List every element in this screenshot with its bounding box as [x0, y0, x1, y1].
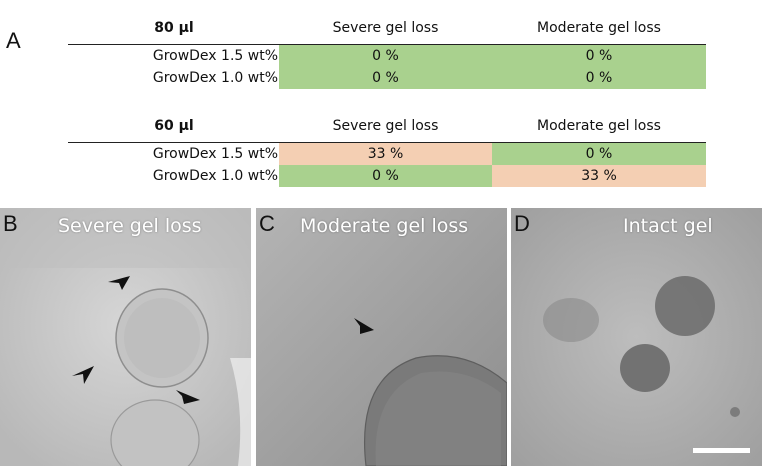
cell-moderate: 0 % — [492, 45, 706, 67]
arrowhead-icon — [72, 366, 94, 384]
panel-title-b: Severe gel loss — [58, 215, 202, 237]
column-header-moderate: Moderate gel loss — [537, 118, 661, 134]
arrowhead-icon — [354, 318, 374, 334]
micrograph-c-image — [256, 208, 507, 466]
micrograph-d: D Intact gel — [511, 208, 762, 466]
cell-moderate: 0 % — [492, 67, 706, 89]
column-header-severe: Severe gel loss — [332, 20, 439, 36]
panel-letter-d: D — [514, 211, 530, 236]
panel-title-d: Intact gel — [623, 215, 713, 237]
column-header-severe: Severe gel loss — [332, 118, 439, 134]
micrograph-d-image — [511, 208, 762, 466]
row-label: GrowDex 1.5 wt% — [152, 48, 278, 64]
cell-severe: 0 % — [279, 45, 492, 67]
row-label: GrowDex 1.0 wt% — [152, 70, 278, 86]
scale-bar — [693, 448, 750, 453]
spheroid — [543, 298, 599, 342]
condition-label: 80 µl — [154, 20, 194, 36]
table-60ul: 60 µl Severe gel loss Moderate gel loss … — [68, 118, 706, 187]
condition-label: 60 µl — [154, 118, 194, 134]
table-row: GrowDex 1.0 wt% 0 % 33 % — [68, 165, 706, 187]
column-header-moderate: Moderate gel loss — [537, 20, 661, 36]
micrograph-c: C Moderate gel loss — [256, 208, 507, 466]
cell-severe: 33 % — [279, 143, 492, 165]
panel-letter-b: B — [3, 211, 18, 236]
table-row: GrowDex 1.5 wt% 33 % 0 % — [68, 143, 706, 165]
table-rule — [68, 142, 706, 143]
panel-letter-c: C — [259, 211, 275, 236]
table-row: GrowDex 1.0 wt% 0 % 0 % — [68, 67, 706, 89]
micrograph-b-image — [0, 208, 251, 466]
arrowhead-icon — [108, 276, 130, 290]
table-row: GrowDex 1.5 wt% 0 % 0 % — [68, 45, 706, 67]
table-header: 60 µl Severe gel loss Moderate gel loss — [68, 118, 706, 142]
cell-moderate: 33 % — [492, 165, 706, 187]
cell-severe: 0 % — [279, 67, 492, 89]
cell-severe: 0 % — [279, 165, 492, 187]
arrowhead-icon — [176, 390, 200, 404]
spheroid — [620, 344, 670, 392]
table-80ul: 80 µl Severe gel loss Moderate gel loss … — [68, 20, 706, 89]
micrograph-b: B Severe gel loss — [0, 208, 251, 466]
table-header: 80 µl Severe gel loss Moderate gel loss — [68, 20, 706, 44]
row-label: GrowDex 1.0 wt% — [152, 168, 278, 184]
table-rule — [68, 44, 706, 45]
panel-title-c: Moderate gel loss — [300, 215, 469, 237]
row-label: GrowDex 1.5 wt% — [152, 146, 278, 162]
spheroid — [655, 276, 715, 336]
panel-letter-a: A — [6, 28, 21, 53]
cell-moderate: 0 % — [492, 143, 706, 165]
